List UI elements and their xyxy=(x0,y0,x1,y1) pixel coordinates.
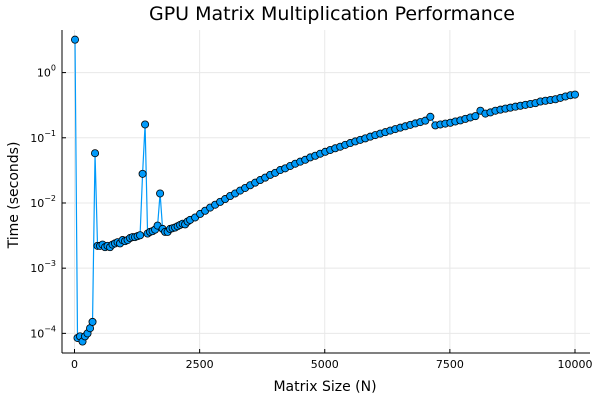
data-point xyxy=(141,120,150,129)
x-tick-label: 10000 xyxy=(557,358,592,371)
grid xyxy=(62,30,590,353)
x-tick-label: 7500 xyxy=(436,358,464,371)
plot-frame xyxy=(61,30,590,354)
chart-title: GPU Matrix Multiplication Performance xyxy=(149,3,515,25)
y-tick-label: 10−4 xyxy=(30,324,56,340)
x-tick-label: 2500 xyxy=(186,358,214,371)
data-point xyxy=(71,35,80,44)
data-point xyxy=(426,112,435,121)
y-tick-label: 10−3 xyxy=(30,259,56,275)
data-point xyxy=(91,149,100,158)
x-tick-label: 0 xyxy=(71,358,78,371)
data-point xyxy=(136,231,145,240)
x-ticks: 0 2500 5000 7500 10000 xyxy=(71,349,592,371)
y-ticks: 10−4 10−3 10−2 10−1 100 xyxy=(30,64,66,340)
y-tick-label: 100 xyxy=(37,64,56,80)
data-point xyxy=(471,112,480,121)
data-point xyxy=(156,189,165,198)
data-point xyxy=(570,90,579,99)
y-tick-label: 10−2 xyxy=(30,194,56,210)
y-tick-label: 10−1 xyxy=(30,129,56,145)
data-point xyxy=(88,317,97,326)
data-point xyxy=(138,169,147,178)
y-axis-label: Time (seconds) xyxy=(6,142,22,250)
x-tick-label: 5000 xyxy=(311,358,339,371)
series-points xyxy=(71,35,579,346)
x-axis-label: Matrix Size (N) xyxy=(273,379,376,395)
